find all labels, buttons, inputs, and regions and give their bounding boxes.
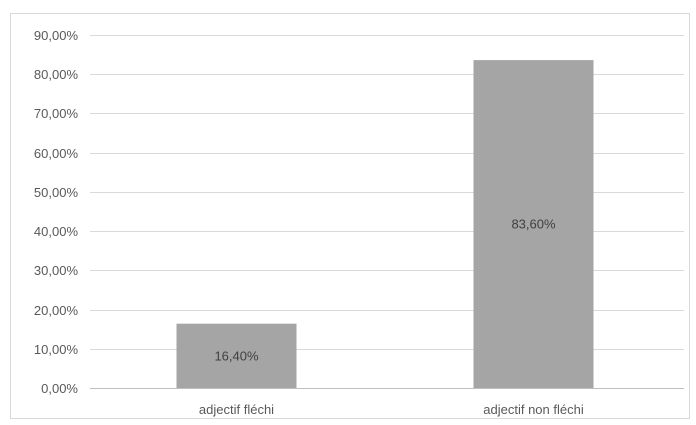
y-tick-label: 30,00% <box>34 263 79 278</box>
y-tick-label: 90,00% <box>34 28 79 43</box>
y-tick-label: 50,00% <box>34 185 79 200</box>
x-axis-category-labels: adjectif fléchi adjectif non fléchi <box>199 402 584 417</box>
y-tick-label: 40,00% <box>34 224 79 239</box>
bar-data-label: 16,40% <box>214 348 259 363</box>
bars <box>176 60 594 388</box>
x-category-label: adjectif non fléchi <box>483 402 584 417</box>
y-tick-label: 0,00% <box>41 381 78 396</box>
y-axis-tick-labels: 0,00% 10,00% 20,00% 30,00% 40,00% 50,00% 60,00… <box>34 28 79 396</box>
y-tick-label: 80,00% <box>34 67 79 82</box>
y-tick-label: 70,00% <box>34 106 79 121</box>
bar <box>473 60 594 388</box>
bar <box>176 323 297 388</box>
data-labels: 16,40% 83,60% <box>214 217 556 364</box>
bar-data-label: 83,60% <box>511 217 556 232</box>
x-category-label: adjectif fléchi <box>199 402 274 417</box>
y-tick-label: 60,00% <box>34 146 79 161</box>
y-tick-label: 20,00% <box>34 303 79 318</box>
y-tick-label: 10,00% <box>34 342 79 357</box>
